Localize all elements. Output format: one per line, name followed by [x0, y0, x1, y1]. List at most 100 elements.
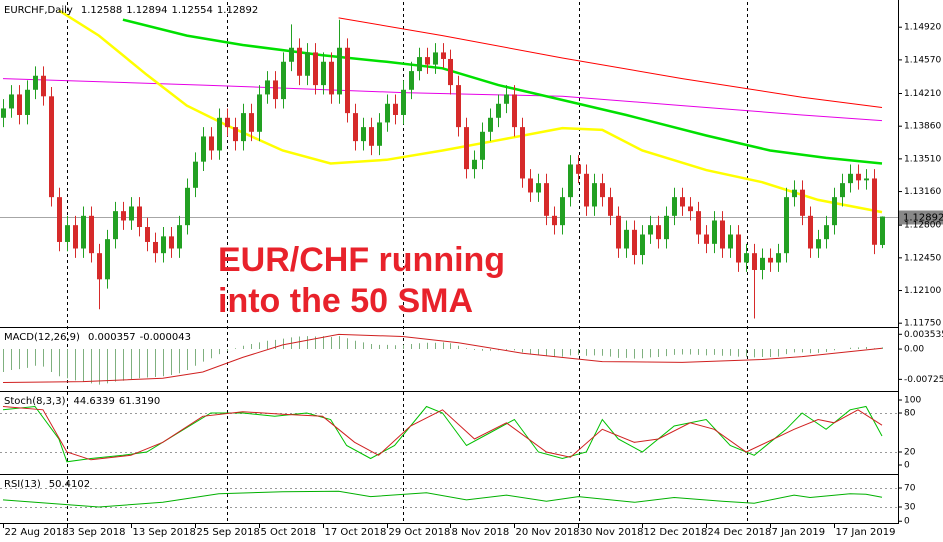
- candle-body: [768, 257, 773, 263]
- last-price-box: [899, 210, 943, 225]
- candle-body: [472, 159, 477, 170]
- y-tick-label: 1.14920: [904, 23, 941, 33]
- moving-average: [338, 17, 883, 108]
- y-tick-label: 1.11750: [904, 319, 941, 329]
- indicator-line: [2, 490, 883, 508]
- y-tick-label: 0.00: [904, 345, 924, 355]
- candle-body: [856, 173, 861, 181]
- annotation: EUR/CHF running: [218, 241, 505, 279]
- candle-body: [313, 52, 318, 86]
- candle-body: [712, 220, 717, 244]
- candle-body: [177, 225, 182, 249]
- y-tick-label: 30: [904, 503, 916, 513]
- indicator-name: EURCHF,Daily: [4, 5, 73, 16]
- candle-body: [409, 71, 414, 90]
- last-price-label: 1.12892: [903, 213, 943, 224]
- candle-body: [377, 122, 382, 146]
- x-tick-label: 7 Jan 2019: [772, 527, 826, 538]
- candle-body: [824, 225, 829, 240]
- candle-body: [209, 136, 214, 151]
- candle-body: [289, 47, 294, 62]
- candle-body: [345, 47, 350, 114]
- candle-body: [848, 173, 853, 184]
- x-tick-label: 5 Oct 2018: [261, 527, 316, 538]
- indicator-name: Stoch(8,3,3): [4, 396, 66, 407]
- moving-average: [122, 18, 883, 165]
- candle-body: [65, 225, 70, 242]
- y-tick-label: 20: [904, 448, 916, 458]
- candle-body: [265, 80, 270, 95]
- header-value: 44.6339: [73, 396, 114, 407]
- y-tick-label: 0: [904, 517, 910, 527]
- panel: 100 80 20 0 Stoch(8,3,3) 44.6339 61.3190: [0, 396, 921, 471]
- candle-body: [608, 197, 613, 216]
- candle-body: [121, 211, 126, 221]
- candle-body: [680, 197, 685, 207]
- x-tick-label: 24 Dec 2018: [708, 527, 772, 538]
- candle-body: [201, 136, 206, 162]
- candle-body: [480, 131, 485, 160]
- candle-body: [464, 127, 469, 170]
- candle-body: [41, 75, 46, 97]
- candle-body: [249, 113, 254, 132]
- indicator-line: [2, 405, 883, 463]
- candle-body: [425, 57, 430, 65]
- candle-body: [632, 229, 637, 256]
- candle-body: [305, 52, 310, 76]
- candle-body: [401, 89, 406, 115]
- candle-body: [704, 234, 709, 244]
- candle-body: [536, 183, 541, 193]
- candle-body: [568, 164, 573, 198]
- indicator-line: [2, 406, 883, 461]
- annotation: into the 50 SMA: [218, 282, 473, 320]
- candle-body: [504, 94, 509, 104]
- y-tick-label: 1.12450: [904, 253, 941, 263]
- candle-body: [736, 234, 741, 263]
- x-tick-label: 20 Nov 2018: [516, 527, 580, 538]
- candle-body: [361, 127, 366, 142]
- y-tick-label: 70: [904, 484, 916, 494]
- candle-body: [640, 234, 645, 256]
- y-tick-label: 1.14210: [904, 89, 941, 99]
- header-value: 1.12892: [217, 5, 258, 16]
- candle-body: [600, 183, 605, 198]
- panel-header: Stoch(8,3,3) 44.6339 61.3190: [4, 396, 160, 407]
- candle-body: [816, 239, 821, 249]
- candle-body: [544, 183, 549, 216]
- x-tick-label: 3 Sep 2018: [69, 527, 126, 538]
- candle-body: [528, 178, 533, 193]
- candle-body: [321, 61, 326, 86]
- candle-body: [337, 47, 342, 95]
- y-tick-label: 0: [904, 461, 910, 471]
- y-tick-label: 1.13860: [904, 122, 941, 132]
- candle-body: [488, 117, 493, 132]
- header-value: 50.4102: [49, 479, 90, 490]
- candle-body: [1, 108, 6, 118]
- x-tick-label: 17 Oct 2018: [325, 527, 387, 538]
- candle-body: [752, 253, 757, 270]
- moving-average: [2, 78, 883, 122]
- candle-body: [512, 94, 517, 128]
- header-value: 0.000357: [88, 332, 136, 343]
- candle-body: [448, 58, 453, 86]
- header-value: 1.12894: [126, 5, 167, 16]
- candle-body: [417, 57, 422, 72]
- candle-body: [576, 164, 581, 174]
- candle-body: [872, 178, 877, 245]
- y-tick-label: 80: [904, 409, 916, 419]
- candle-body: [840, 183, 845, 198]
- header-value: 1.12554: [172, 5, 213, 16]
- candle-body: [57, 197, 62, 242]
- candle-body: [808, 215, 813, 249]
- candle-body: [800, 189, 805, 216]
- indicator-name: RSI(13): [4, 479, 41, 490]
- candle-body: [193, 161, 198, 188]
- y-tick-label: 1.12100: [904, 286, 941, 296]
- candle-body: [720, 220, 725, 249]
- candle-body: [433, 52, 438, 65]
- candle-body: [33, 75, 38, 90]
- candle-body: [616, 215, 621, 249]
- candle-body: [648, 225, 653, 235]
